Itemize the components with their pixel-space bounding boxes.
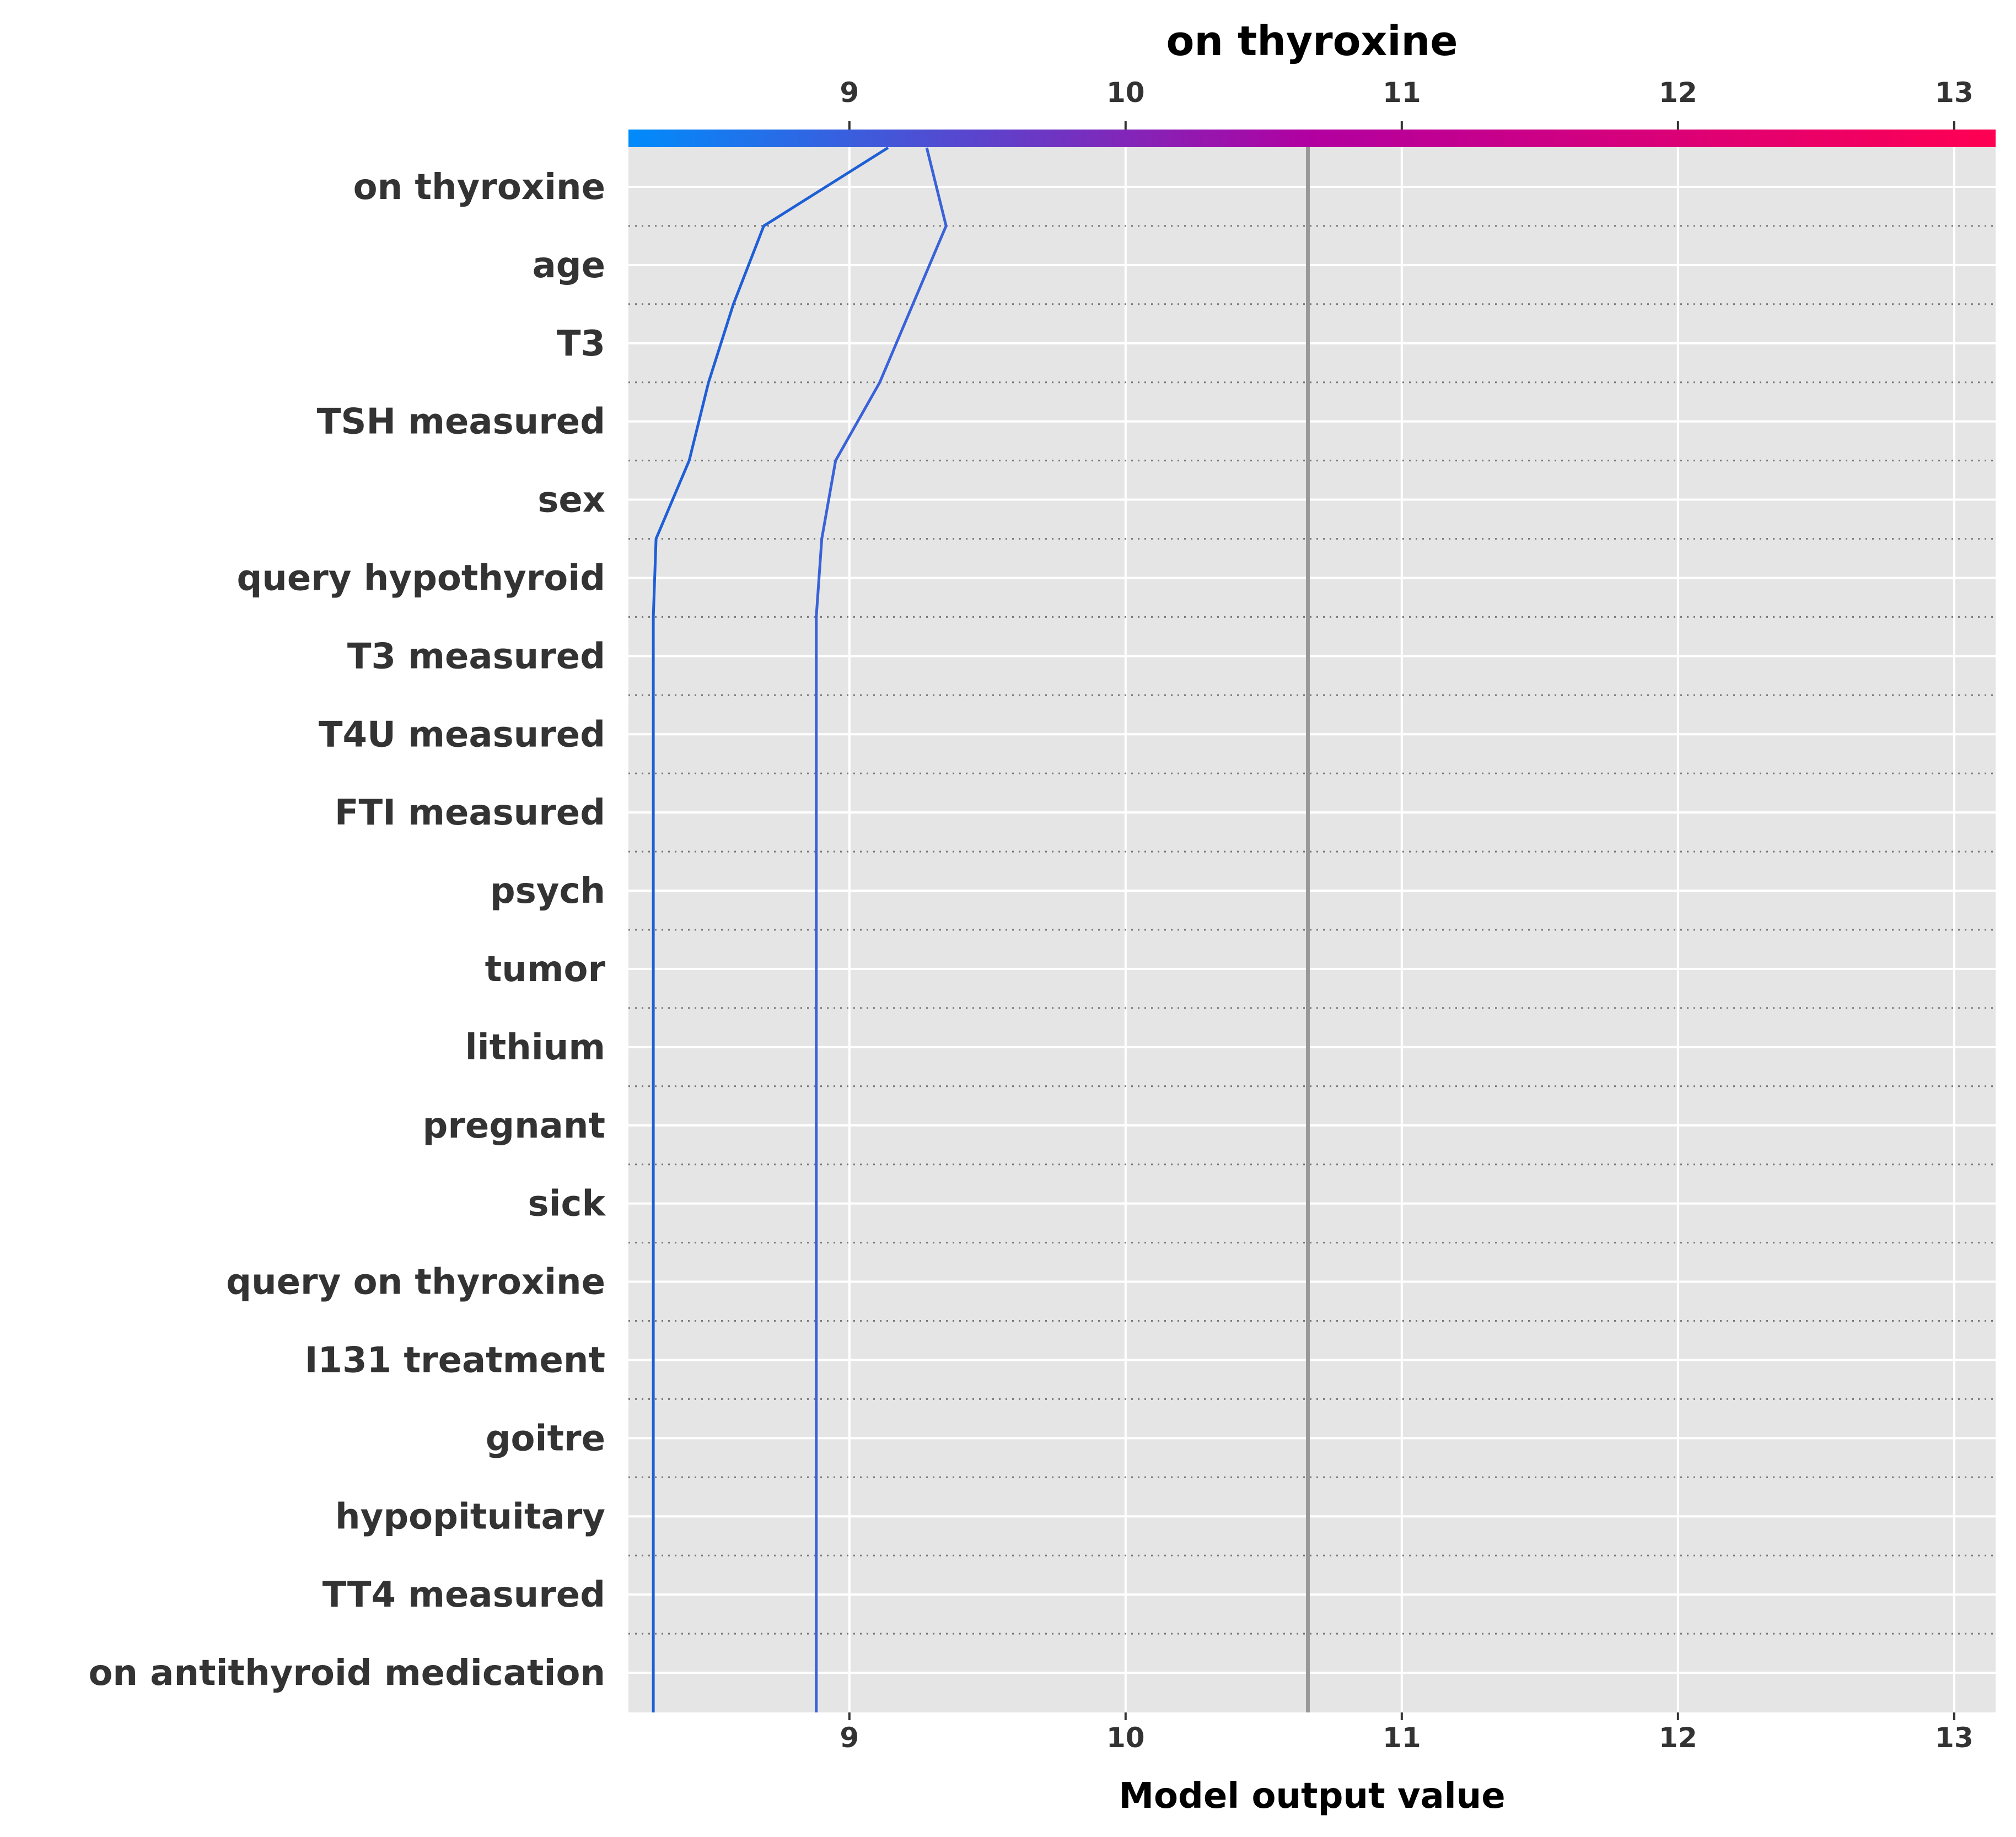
x-tick-label-top: 9 <box>840 77 859 109</box>
feature-label: sex <box>537 480 605 521</box>
feature-label: FTI measured <box>335 793 605 833</box>
x-tick-label-bottom: 11 <box>1383 1722 1421 1754</box>
feature-label: query on thyroxine <box>226 1262 605 1303</box>
feature-label: T4U measured <box>319 714 605 755</box>
feature-label: hypopituitary <box>335 1496 605 1537</box>
x-tick-label-top: 11 <box>1383 77 1421 109</box>
x-tick-label-top: 13 <box>1935 77 1974 109</box>
feature-label: psych <box>490 871 605 912</box>
x-tick-label-bottom: 10 <box>1106 1722 1145 1754</box>
x-tick-label-bottom: 12 <box>1659 1722 1697 1754</box>
feature-label: sick <box>528 1184 606 1225</box>
x-tick-label-top: 12 <box>1659 77 1697 109</box>
x-tick-label-bottom: 9 <box>840 1722 859 1754</box>
feature-label: query hypothyroid <box>236 558 605 599</box>
series-lines <box>652 146 948 1712</box>
feature-label: goitre <box>486 1418 605 1459</box>
feature-label: age <box>533 245 605 286</box>
feature-label: I131 treatment <box>305 1340 605 1381</box>
plot-background <box>628 130 1996 1712</box>
feature-label: TT4 measured <box>322 1575 605 1615</box>
feature-label: on antithyroid medication <box>88 1653 605 1694</box>
colorbar <box>628 130 1996 147</box>
chart-title: on thyroxine <box>1166 18 1458 65</box>
feature-label: pregnant <box>423 1106 606 1146</box>
feature-labels: on thyroxine age T3 TSH measured sex query hy… <box>88 167 606 1694</box>
feature-label: T3 measured <box>347 636 605 677</box>
feature-label: T3 <box>557 324 605 364</box>
bottom-tick-labels: 9 10 11 12 13 <box>840 1712 1974 1754</box>
feature-label: on thyroxine <box>353 167 605 208</box>
x-tick-label-bottom: 13 <box>1935 1722 1974 1754</box>
feature-label: TSH measured <box>317 402 605 443</box>
top-tick-labels: 9 10 11 12 13 <box>840 77 1974 130</box>
x-axis-label: Model output value <box>1119 1776 1505 1817</box>
x-tick-label-top: 10 <box>1106 77 1145 109</box>
grid-lines <box>628 130 1996 1712</box>
series-line-2 <box>815 147 948 1712</box>
series-line-1 <box>652 146 889 1712</box>
feature-label: tumor <box>485 949 606 990</box>
feature-label: lithium <box>465 1027 605 1068</box>
